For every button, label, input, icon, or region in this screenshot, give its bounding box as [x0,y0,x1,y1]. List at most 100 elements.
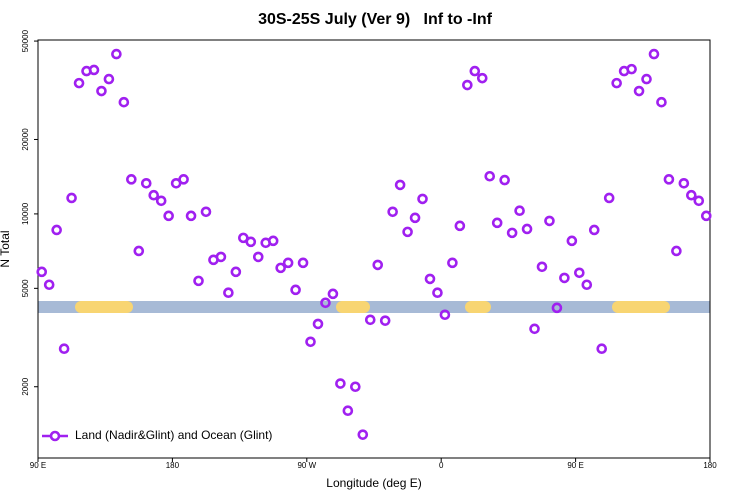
point [200,206,212,218]
point [215,251,227,263]
point [118,96,130,108]
point [693,195,705,207]
point [439,309,451,321]
point [193,275,204,287]
point [559,272,570,284]
point [536,261,548,273]
point [656,96,667,108]
point [514,205,525,217]
point [402,226,413,238]
point [491,217,503,229]
point [305,336,316,348]
point [327,288,339,300]
point [574,267,585,279]
point [447,257,458,269]
point [462,79,473,91]
point [36,266,48,278]
point [588,224,600,236]
point [245,236,257,248]
x-tick-label: 90 W [297,461,316,470]
point [484,170,496,182]
y-tick-label: 10000 [21,202,30,225]
ocean-band [38,301,710,313]
point [394,179,406,191]
point [185,210,197,222]
point [596,343,608,355]
point [529,323,540,335]
point [88,64,100,76]
chart-title: 30S-25S July (Ver 9) Inf to -Inf [258,11,493,28]
point [387,206,398,218]
legend-marker [49,430,61,442]
point [544,215,555,227]
point [342,405,354,417]
point [648,48,660,60]
point [133,245,145,257]
point [96,85,107,97]
point [372,259,384,271]
point [686,189,697,201]
point [230,266,242,278]
point [66,192,77,204]
point [469,65,481,77]
point [581,279,593,291]
point [275,262,286,274]
plot-frame [37,39,711,459]
x-tick-label: 180 [703,461,717,470]
point [432,287,443,299]
point [335,378,346,389]
point [103,73,115,85]
land-band [336,301,370,313]
point [43,279,55,291]
point [140,177,152,189]
point [476,72,488,84]
x-tick-label: 180 [166,461,180,470]
x-tick-label: 90 E [30,461,46,470]
legend-label: Land (Nadir&Glint) and Ocean (Glint) [75,428,272,442]
point [148,189,160,201]
point [663,174,675,185]
y-tick-label: 5000 [21,279,30,297]
x-axis-label: Longitude (deg E) [326,476,421,490]
point [671,245,682,257]
land-band [612,301,670,313]
point [290,284,301,296]
point [454,220,466,232]
point [252,251,264,263]
point [350,381,361,393]
surface-band [38,301,710,313]
point [379,315,391,326]
y-tick-label: 50000 [21,29,30,52]
point [51,224,62,236]
point [626,63,637,75]
land-band [465,301,491,313]
point [320,297,331,309]
point [641,73,652,85]
point [364,314,376,326]
point [357,429,369,440]
point [499,174,510,186]
x-tick-label: 0 [439,461,444,470]
point [566,235,578,247]
point [297,257,309,269]
x-tick-label: 90 E [567,461,583,470]
point [506,227,518,239]
point [155,195,167,207]
point [521,223,533,235]
point [223,287,234,299]
y-tick-label: 2000 [21,377,30,395]
point [603,192,615,204]
point [417,193,428,205]
point [73,77,85,89]
point [126,174,137,185]
point [163,210,174,222]
point [267,235,279,247]
land-band [75,301,133,313]
point [678,177,690,189]
y-axis-label: N Total [0,230,12,267]
point [409,212,421,224]
point [111,48,122,60]
point [633,85,645,97]
point [700,210,712,222]
